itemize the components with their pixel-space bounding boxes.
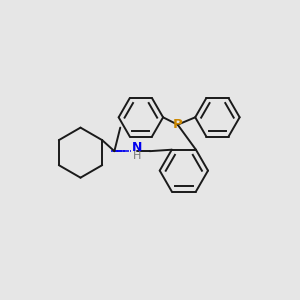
Text: H: H (133, 151, 141, 160)
Text: P: P (173, 118, 183, 131)
Text: N: N (132, 141, 142, 154)
